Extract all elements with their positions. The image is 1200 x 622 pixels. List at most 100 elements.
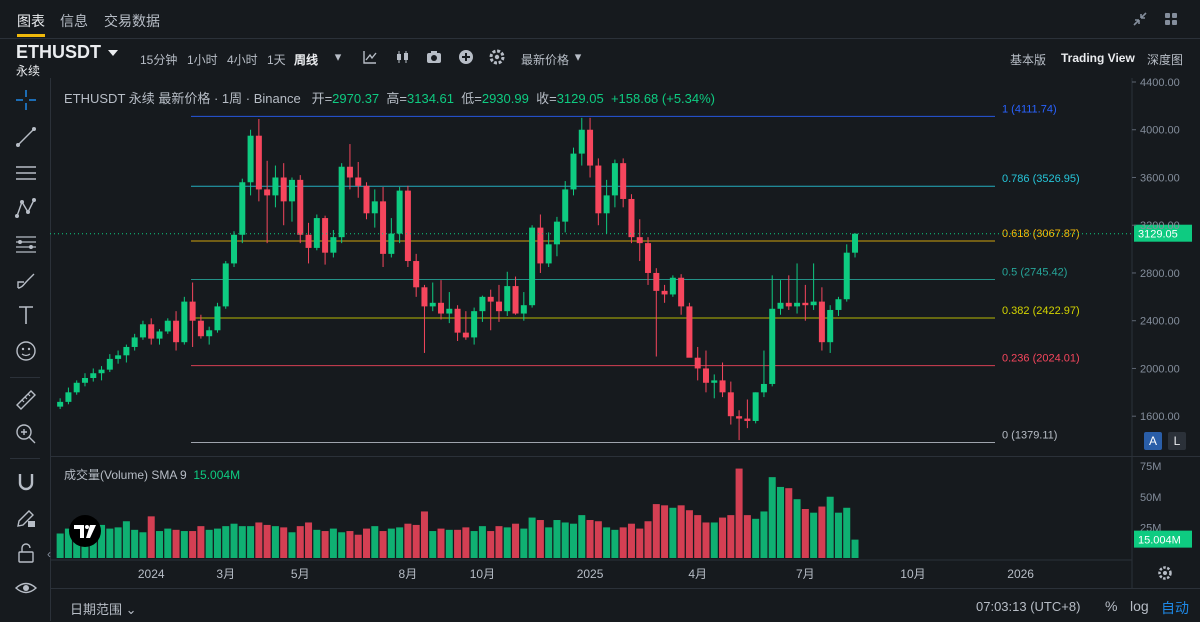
candle-body [802,302,809,306]
symbol-dropdown-icon[interactable] [108,50,118,56]
camera-icon[interactable] [426,49,442,65]
volume-bar [197,526,205,558]
indicator-icon[interactable] [362,49,378,65]
zoom-in-icon[interactable] [14,422,38,446]
candle-body [537,227,544,264]
candle-body [438,302,445,314]
ruler-icon[interactable] [14,388,38,412]
legend-low: 2930.99 [481,91,529,106]
timeframe-dropdown-icon[interactable]: ▾ [334,49,342,64]
timeframe-1d[interactable]: 1天 [267,53,286,67]
lock-scale-button[interactable]: L [1168,432,1186,450]
volume-bar [354,534,362,558]
volume-bar [834,512,842,558]
candle-body [495,301,502,312]
legend-change: +158.68 (+5.34%) [610,91,716,106]
candle-body [264,189,271,196]
volume-bar [346,531,354,558]
candle-body [603,195,610,214]
candle-body [297,179,304,235]
percent-scale-button[interactable]: % [1105,598,1118,614]
candle-body [512,286,519,314]
price-type-select[interactable]: 最新价格 [521,53,570,67]
candle-body [843,252,850,300]
gear-icon[interactable] [489,49,505,65]
candle-body [173,320,180,343]
candle-type-icon[interactable] [395,49,411,65]
horizontal-lines-icon[interactable] [14,161,38,185]
candle-body [669,277,676,295]
volume-bar [305,522,313,558]
clock: 07:03:13 (UTC+8) [976,599,1081,614]
volume-bar [313,529,321,558]
volume-bar [702,522,710,558]
volume-bar [611,529,619,558]
candle-body [139,324,146,338]
emoji-icon[interactable] [14,339,38,363]
pane-separator[interactable] [50,456,1200,457]
candle-body [65,392,72,402]
candle-body [181,301,188,343]
lock-icon[interactable] [14,541,38,565]
tab-chart[interactable]: 图表 [17,13,45,29]
candle-body [305,234,312,248]
eye-icon[interactable] [14,576,38,600]
price-axis: 4400.00 4000.00 3600.00 3200.00 2800.00 2400.… [1131,77,1180,588]
volume-bar [379,531,387,558]
candle-body [711,380,718,383]
pattern-icon[interactable] [14,196,38,220]
trendline-icon[interactable] [14,125,38,149]
candle-body [197,320,204,337]
tab-info[interactable]: 信息 [60,13,88,29]
toolbar-divider [10,458,40,459]
candle-body [702,368,709,383]
candle-body [636,237,643,244]
fib-tool-icon[interactable] [14,232,38,256]
mode-basic[interactable]: 基本版 [1010,53,1047,67]
timeframe-1h[interactable]: 1小时 [187,53,218,67]
time-tick-label: 2025 [577,567,604,581]
time-tick-label: 2026 [1007,567,1034,581]
brush-icon[interactable] [14,268,38,292]
volume-tick-label: 25M [1140,522,1161,534]
volume-bar [719,517,727,558]
log-scale-button[interactable]: log [1130,598,1149,614]
volume-bar [363,528,370,558]
top-tab-bar [0,0,1200,39]
volume-bar [263,524,271,558]
candle-body [189,301,196,321]
auto-scale-button[interactable]: A [1144,432,1162,450]
collapse-icon[interactable] [1131,10,1149,28]
symbol-name[interactable]: ETHUSDT [16,42,101,62]
candle-body [355,177,362,186]
crosshair-icon[interactable] [14,88,38,112]
time-tick-label: 4月 [688,567,707,581]
text-icon[interactable] [14,303,38,327]
candle-body [686,306,693,358]
volume-bar [619,527,627,558]
volume-bar [404,523,412,558]
timeframe-1w[interactable]: 周线 [294,53,319,67]
legend-low-label: 低= [461,91,482,106]
volume-bar [727,515,735,558]
volume-bar [495,526,503,558]
magnet-icon[interactable] [14,470,38,494]
candle-body [322,218,329,253]
timeframe-4h[interactable]: 4小时 [227,53,258,67]
mode-depth[interactable]: 深度图 [1147,53,1184,67]
candle-body [272,177,279,196]
time-tick-label: 7月 [796,567,815,581]
volume-bar [56,533,64,558]
volume-bar [810,512,818,558]
timeframe-15m[interactable]: 15分钟 [140,53,178,67]
tab-trading-data[interactable]: 交易数据 [104,13,160,29]
lock-pencil-icon[interactable] [14,506,38,530]
add-icon[interactable] [458,49,474,65]
grid-icon[interactable] [1162,10,1180,28]
auto-scale-toggle[interactable]: 自动 [1161,600,1189,616]
candle-body [57,401,64,407]
price-type-dropdown-icon[interactable]: ▾ [574,49,582,64]
date-range-button[interactable]: 日期范围 ⌄ [70,599,137,618]
mode-tradingview[interactable]: Trading View [1061,51,1135,65]
candle-body [380,201,387,254]
